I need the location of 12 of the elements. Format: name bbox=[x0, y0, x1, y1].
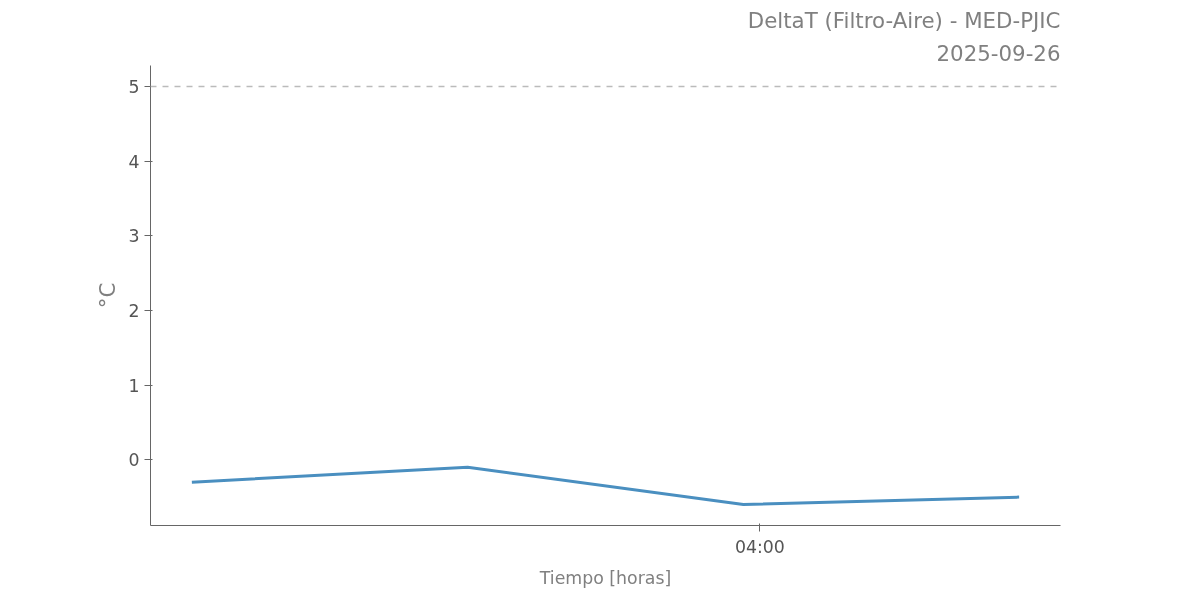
text: 04:00 bbox=[734, 536, 785, 557]
y-tick-label: 4 bbox=[128, 151, 140, 172]
y-axis-title: °C bbox=[95, 282, 121, 309]
chart-title: DeltaT (Filtro-Aire) - MED-PJIC bbox=[747, 7, 1061, 33]
y-tick-label: 1 bbox=[128, 375, 140, 396]
y-tick-label: 5 bbox=[128, 76, 140, 97]
chart-subtitle: 2025-09-26 bbox=[936, 40, 1061, 66]
y-tick-label: 2 bbox=[128, 300, 140, 321]
y-tick-label: 0 bbox=[128, 450, 140, 471]
x-axis-title: Tiempo [horas] bbox=[538, 567, 672, 588]
y-tick-label: 3 bbox=[128, 226, 140, 247]
line-series bbox=[190, 465, 1021, 507]
